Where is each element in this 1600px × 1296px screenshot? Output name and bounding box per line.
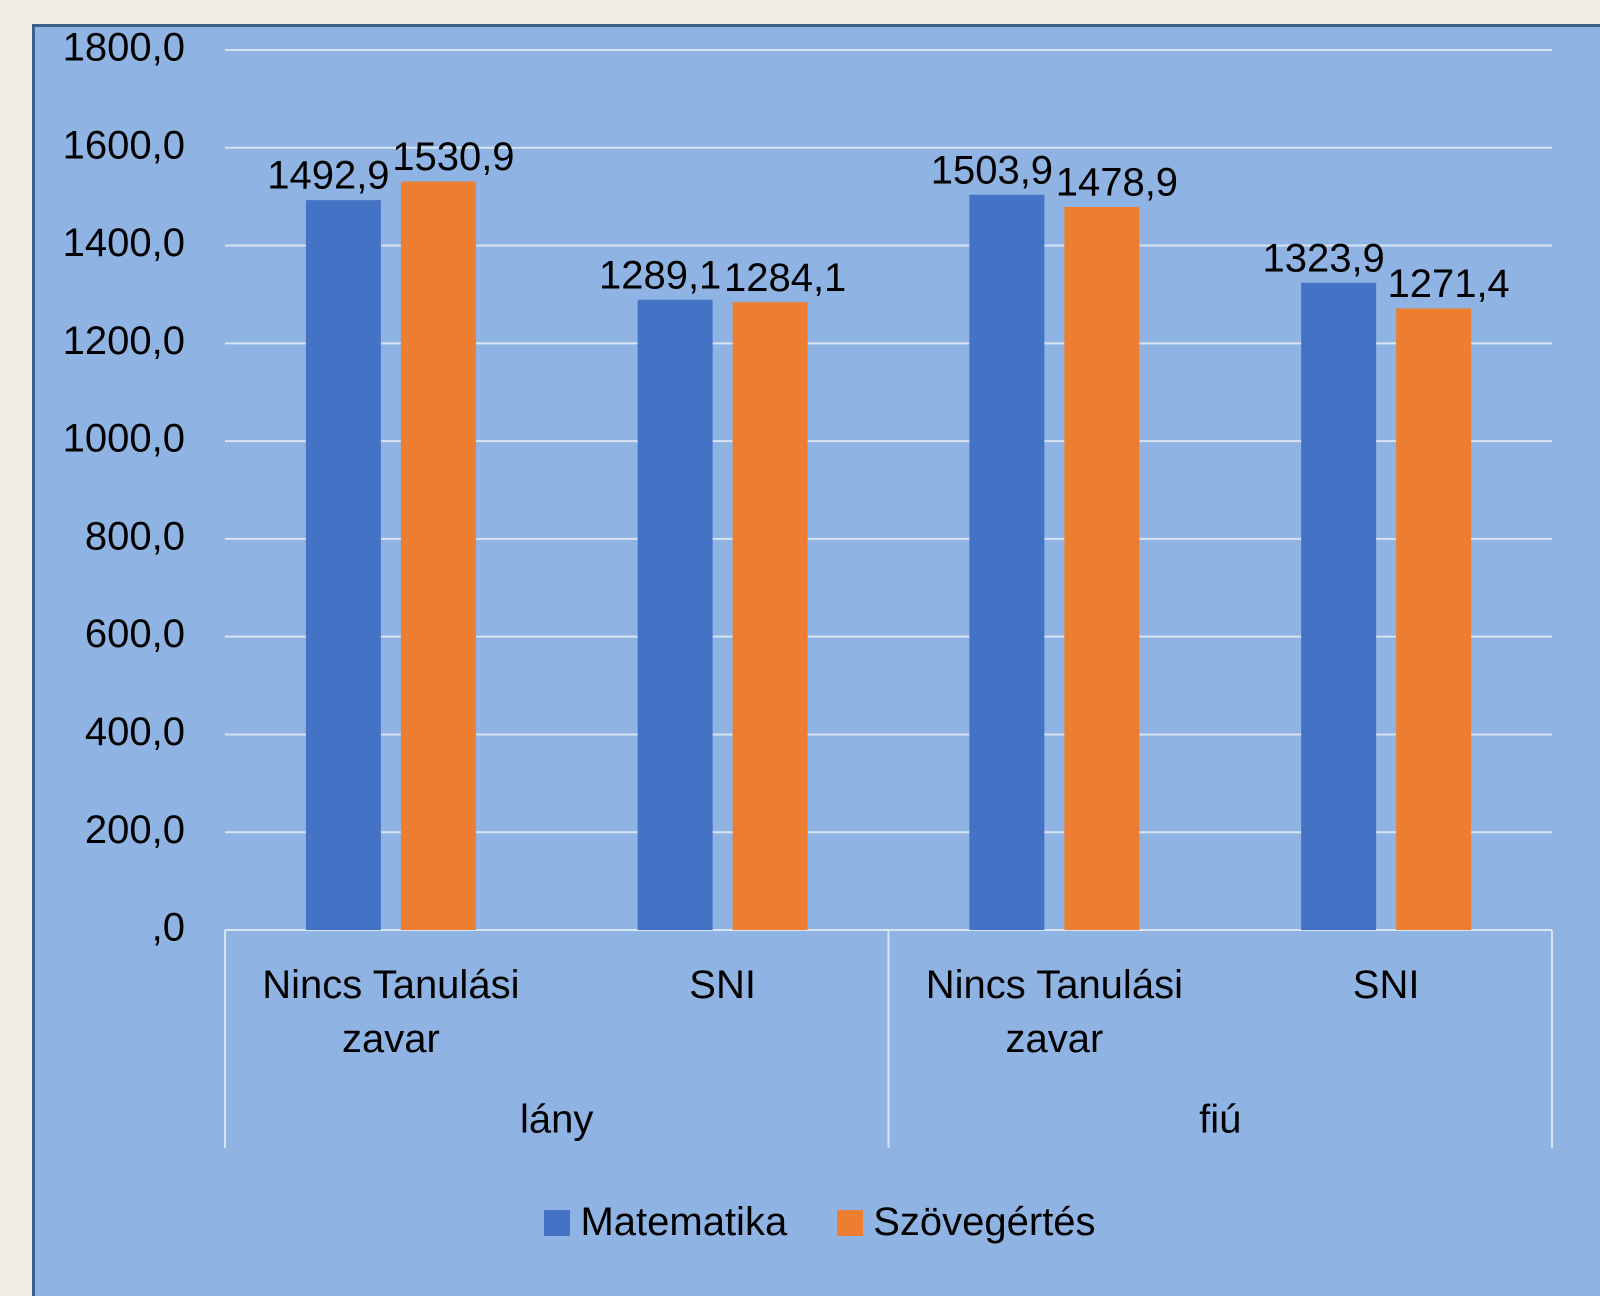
y-tick-label: 1600,0 — [63, 123, 185, 167]
bar — [1064, 206, 1140, 930]
data-label: 1478,9 — [1056, 161, 1178, 205]
x-tick-label: SNI — [1352, 963, 1420, 1007]
legend-item: Matematika — [544, 1200, 787, 1245]
x-tick-label: SNI — [689, 963, 756, 1007]
y-tick-label: 1000,0 — [63, 417, 185, 461]
y-tick-label: 400,0 — [85, 710, 185, 754]
data-label: 1530,9 — [392, 135, 514, 179]
y-tick-label: 1400,0 — [63, 221, 185, 265]
bar — [969, 194, 1045, 930]
bar — [732, 302, 808, 930]
bar — [1396, 308, 1472, 931]
bar — [400, 181, 476, 930]
data-label: 1284,1 — [724, 256, 846, 300]
bar — [1301, 282, 1377, 930]
data-label: 1271,4 — [1387, 262, 1509, 306]
legend-swatch — [837, 1209, 864, 1236]
y-tick-label: 600,0 — [85, 612, 185, 656]
data-label: 1503,9 — [931, 148, 1053, 192]
data-label: 1289,1 — [599, 253, 721, 297]
x-tick-label: Nincs Tanulási zavar — [925, 963, 1183, 1061]
legend-swatch — [544, 1209, 571, 1236]
data-label: 1492,9 — [267, 154, 389, 198]
y-tick-label: 1800,0 — [63, 26, 185, 70]
data-label: 1323,9 — [1262, 236, 1384, 280]
y-tick-label: ,0 — [152, 906, 185, 950]
group-label: fiú — [1199, 1098, 1241, 1142]
x-tick-label: Nincs Tanulási zavar — [262, 963, 520, 1061]
legend: Matematika Szövegértés — [0, 1200, 1600, 1245]
legend-label: Szövegértés — [873, 1200, 1096, 1244]
legend-label: Matematika — [580, 1200, 788, 1244]
y-tick-label: 1200,0 — [63, 319, 185, 363]
bar — [637, 299, 713, 931]
group-label: lány — [520, 1098, 593, 1142]
legend-item: Szövegértés — [837, 1200, 1096, 1245]
y-tick-label: 200,0 — [85, 808, 185, 852]
bar — [305, 200, 381, 931]
y-tick-label: 800,0 — [85, 514, 185, 558]
